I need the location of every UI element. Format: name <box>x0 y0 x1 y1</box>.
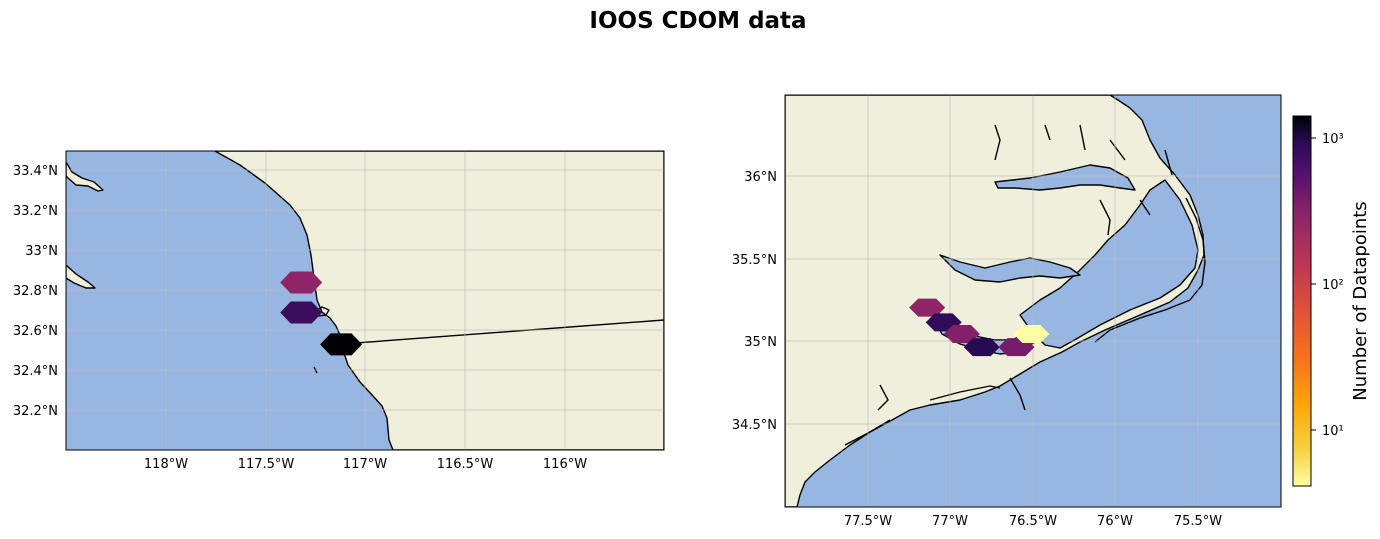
map-north-carolina: 77.5°W 77°W 76.5°W 76°W 75.5°W 34.5°N 35… <box>732 94 1282 529</box>
hexbin-layer-san-diego <box>280 271 363 356</box>
lat-tick-labels: 34.5°N 35°N 35.5°N 36°N <box>732 170 777 433</box>
hexbin-cell <box>280 271 323 294</box>
lat-tick-label: 33°N <box>25 244 58 259</box>
lat-tick-label: 32.8°N <box>13 284 58 299</box>
hexbin-cell <box>320 333 363 356</box>
lon-tick-label: 118°W <box>144 457 188 472</box>
colorbar-tick-label: 10³ <box>1322 132 1344 147</box>
lon-tick-label: 77°W <box>932 514 968 529</box>
hexbin-cell <box>909 298 946 317</box>
lon-tick-label: 117.5°W <box>238 457 295 472</box>
lon-tick-label: 116°W <box>543 457 587 472</box>
lon-tick-labels: 77.5°W 77°W 76.5°W 76°W 75.5°W <box>844 514 1222 529</box>
map-san-diego: 118°W 117.5°W 117°W 116.5°W 116°W 32.2°N… <box>13 150 665 472</box>
lon-tick-label: 76°W <box>1097 514 1133 529</box>
lat-tick-label: 33.2°N <box>13 204 58 219</box>
lat-tick-label: 36°N <box>744 170 777 185</box>
lat-tick-labels: 32.2°N 32.4°N 32.6°N 32.8°N 33°N 33.2°N … <box>13 164 58 419</box>
map-frame <box>65 150 665 451</box>
lat-tick-label: 34.5°N <box>732 418 777 433</box>
lon-tick-label: 75.5°W <box>1174 514 1222 529</box>
gridlines <box>785 95 1281 507</box>
lon-tick-label: 76.5°W <box>1009 514 1057 529</box>
lon-tick-label: 116.5°W <box>437 457 494 472</box>
pamlico-river <box>939 254 1081 283</box>
lon-tick-label: 117°W <box>343 457 387 472</box>
hexbin-cell <box>1013 324 1050 343</box>
hexbin-layer-north-carolina <box>909 298 1050 357</box>
map-frame <box>784 94 1282 508</box>
land-area <box>785 95 1205 507</box>
lon-tick-label: 77.5°W <box>844 514 892 529</box>
lat-tick-label: 35.5°N <box>732 253 777 268</box>
albemarle-sound <box>994 164 1136 191</box>
gridlines <box>66 151 664 450</box>
lat-tick-label: 32.2°N <box>13 404 58 419</box>
lat-tick-label: 32.4°N <box>13 364 58 379</box>
coastal-inlets <box>877 124 1173 411</box>
santa-catalina-island <box>66 161 104 192</box>
lat-tick-label: 33.4°N <box>13 164 58 179</box>
colorbar: 10¹ 10² 10³ Number of Datapoints <box>1292 115 1371 487</box>
lon-tick-labels: 118°W 117.5°W 117°W 116.5°W 116°W <box>144 457 587 472</box>
san-clemente-island <box>66 264 96 289</box>
figure-title: IOOS CDOM data <box>589 8 806 34</box>
colorbar-gradient <box>1292 115 1312 487</box>
hexbin-cell <box>963 338 1000 357</box>
hexbin-cell <box>280 301 323 324</box>
colorbar-tick-label: 10² <box>1322 278 1344 293</box>
colorbar-label: Number of Datapoints <box>1350 201 1371 400</box>
hexbin-cell <box>943 324 980 343</box>
colorbar-tick-label: 10¹ <box>1322 424 1344 439</box>
lat-tick-label: 35°N <box>744 335 777 350</box>
lat-tick-label: 32.6°N <box>13 324 58 339</box>
border-line <box>341 319 664 345</box>
